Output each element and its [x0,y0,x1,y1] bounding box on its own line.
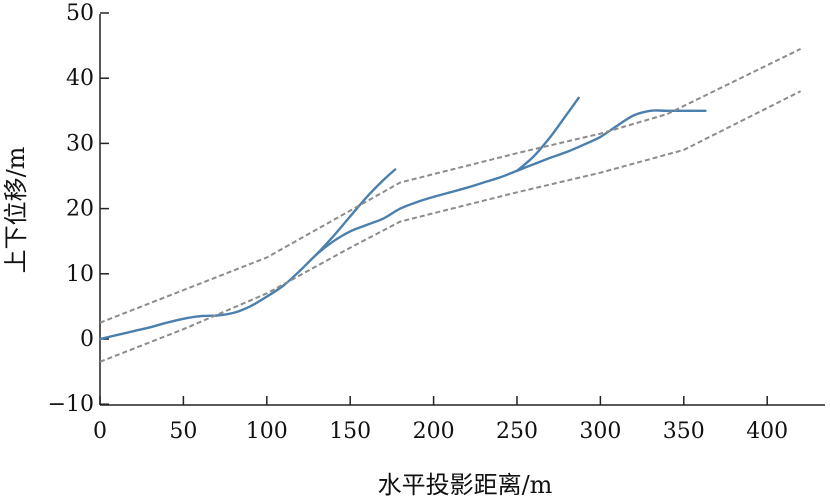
x-tick-label: 150 [329,419,371,444]
y-tick-label: 50 [66,1,94,26]
y-tick-label: 40 [66,66,94,91]
x-tick-label: 0 [93,419,107,444]
y-tick-label: 30 [66,131,94,156]
x-tick-label: 350 [663,419,705,444]
dashed-bound-line-5 [99,90,802,363]
x-tick-label: 250 [496,419,538,444]
solid-curve-1 [98,109,707,341]
x-tick-label: 300 [579,419,621,444]
dashed-bound-line-4 [99,48,802,324]
solid-curve-3 [515,96,580,172]
y-axis-title: 上下位移/m [2,146,30,273]
y-tick-label: 10 [66,262,94,287]
x-tick-label: 400 [746,419,788,444]
y-tick-label: 0 [80,327,94,352]
axes [99,12,825,406]
solid-curve-2 [315,168,397,256]
x-tick-label: 100 [246,419,288,444]
series-group [98,48,802,363]
x-tick-label: 200 [413,419,455,444]
y-tick-label: 20 [66,197,94,222]
y-tick-label: −10 [48,392,94,417]
x-tick-label: 50 [169,419,197,444]
x-axis-title: 水平投影距离/m [378,471,553,499]
